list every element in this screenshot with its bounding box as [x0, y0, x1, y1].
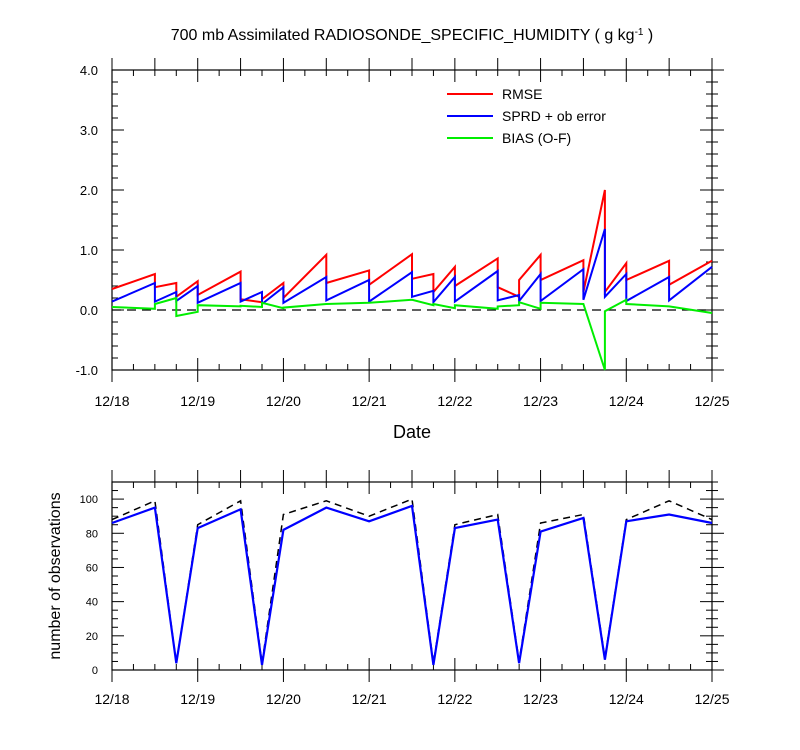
- bottom-plot: 12/18 12/19 12/20 12/21 12/22 12/23 12/24 12/25…: [80, 470, 730, 707]
- x-tick-label: 12/22: [437, 393, 472, 409]
- y-tick-label: 80: [86, 528, 98, 540]
- x-tick-label: 12/24: [609, 691, 644, 707]
- y-tick-label: 60: [86, 562, 98, 574]
- x-tick-label: 12/19: [180, 691, 215, 707]
- x-tick-label: 12/23: [523, 393, 558, 409]
- x-tick-label: 12/21: [352, 691, 387, 707]
- chart-title-exponent: -1: [635, 27, 644, 38]
- series-line-bias-o-f: [111, 296, 713, 371]
- x-tick-label: 12/24: [609, 393, 644, 409]
- y-tick-label: 4.0: [80, 63, 98, 78]
- x-tick-label: 12/20: [266, 691, 301, 707]
- y-tick-label: 100: [80, 494, 98, 506]
- legend-label: BIAS (O-F): [502, 130, 571, 146]
- y-tick-label: 1.0: [80, 243, 98, 258]
- y-tick-label: -1.0: [76, 363, 98, 378]
- x-tick-label: 12/18: [94, 393, 129, 409]
- legend-label: RMSE: [502, 86, 542, 102]
- y-tick-label: 20: [86, 631, 98, 643]
- x-axis-label: Date: [393, 422, 431, 442]
- series-line-rmse: [111, 189, 713, 304]
- y-tick-label: 2.0: [80, 183, 98, 198]
- x-tick-label: 12/22: [437, 691, 472, 707]
- x-tick-label: 12/18: [94, 691, 129, 707]
- chart-title-text: 700 mb Assimilated RADIOSONDE_SPECIFIC_H…: [171, 27, 635, 44]
- y-tick-label: 40: [86, 597, 98, 609]
- x-tick-label: 12/25: [694, 691, 729, 707]
- chart-title-close: ): [643, 27, 653, 44]
- x-tick-label: 12/19: [180, 393, 215, 409]
- chart-title: 700 mb Assimilated RADIOSONDE_SPECIFIC_H…: [171, 27, 654, 45]
- series-line-sprd-ob-error: [111, 228, 713, 307]
- legend: RMSE SPRD + ob error BIAS (O-F): [447, 86, 606, 146]
- series-line-observations-assimilated: [111, 504, 713, 666]
- series-line-observations-possible: [111, 498, 713, 664]
- x-tick-label: 12/21: [352, 393, 387, 409]
- y-tick-label: 0.0: [80, 303, 98, 318]
- x-tick-label: 12/23: [523, 691, 558, 707]
- x-tick-label: 12/25: [694, 393, 729, 409]
- y-tick-label: 3.0: [80, 123, 98, 138]
- x-tick-label: 12/20: [266, 393, 301, 409]
- y-axis-label-observations: number of observations: [47, 492, 64, 659]
- y-tick-label: 0: [92, 665, 98, 677]
- legend-label: SPRD + ob error: [502, 108, 606, 124]
- top-plot: 12/18 12/19 12/20 12/21 12/22 12/23 12/24 12/25…: [76, 58, 730, 409]
- top-plot-frame: [111, 69, 713, 371]
